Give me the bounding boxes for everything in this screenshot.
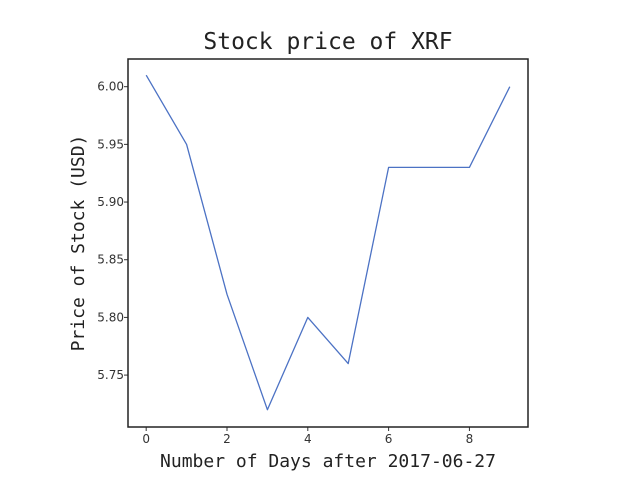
x-tick-label: 2 — [223, 432, 231, 446]
y-tick-label: 5.95 — [97, 137, 124, 151]
y-tick-label: 5.85 — [97, 253, 124, 267]
x-axis-label: Number of Days after 2017-06-27 — [160, 451, 496, 472]
y-axis-label: Price of Stock (USD) — [68, 135, 89, 352]
y-tick-label: 5.75 — [97, 368, 124, 382]
y-axis-ticks: 5.75 5.80 5.85 5.90 5.95 6.00 — [97, 80, 128, 382]
y-tick-label: 5.90 — [97, 195, 124, 209]
x-tick-label: 8 — [466, 432, 474, 446]
chart-title: Stock price of XRF — [203, 29, 452, 55]
x-tick-label: 6 — [385, 432, 393, 446]
series-line — [145, 74, 511, 411]
y-tick-label: 6.00 — [97, 80, 124, 94]
x-tick-label: 4 — [304, 432, 312, 446]
x-axis-ticks: 0 2 4 6 8 — [142, 427, 473, 446]
y-tick-label: 5.80 — [97, 310, 124, 324]
plot-area-frame — [127, 58, 529, 428]
x-tick-label: 0 — [142, 432, 150, 446]
